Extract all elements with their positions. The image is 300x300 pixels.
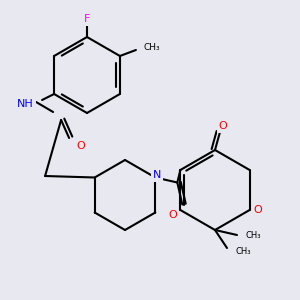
Text: N: N (153, 170, 161, 181)
Text: CH₃: CH₃ (144, 44, 160, 52)
Text: NH: NH (17, 99, 34, 109)
Text: CH₃: CH₃ (235, 248, 250, 256)
Text: O: O (253, 205, 262, 215)
Text: O: O (168, 209, 177, 220)
Text: F: F (84, 14, 90, 24)
Text: CH₃: CH₃ (245, 230, 260, 239)
Text: O: O (77, 141, 85, 151)
Text: O: O (219, 121, 227, 131)
